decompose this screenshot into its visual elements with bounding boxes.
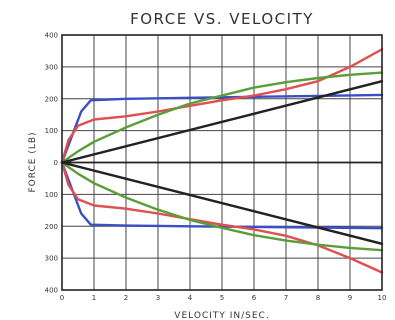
x-tick-label: 9 (348, 294, 352, 302)
series-lines (60, 48, 384, 274)
x-tick-label: 10 (378, 294, 387, 302)
x-axis-label: VELOCITY IN/SEC. (174, 311, 269, 320)
x-tick-label: 8 (316, 294, 320, 302)
x-tick-label: 6 (252, 294, 257, 302)
x-tick-label: 2 (124, 294, 128, 302)
y-tick-label: 200 (45, 95, 58, 103)
x-tick-label: 3 (156, 294, 160, 302)
series-line-7 (60, 79, 384, 164)
x-tick-label: 4 (188, 294, 193, 302)
plot-frame (61, 34, 383, 291)
y-tick-label: 300 (45, 255, 58, 263)
y-axis-label: FORCE (LB) (28, 131, 38, 192)
x-tick-label: 7 (284, 294, 288, 302)
y-tick-label: 0 (54, 159, 58, 167)
chart-title: FORCE VS. VELOCITY (130, 10, 314, 28)
y-tick-label: 400 (45, 287, 58, 295)
x-tick-label: 1 (92, 294, 96, 302)
series-line-8 (60, 161, 384, 246)
y-tick-label: 300 (45, 63, 58, 71)
x-tick-label: 5 (220, 294, 224, 302)
y-tick-label: 200 (45, 223, 58, 231)
series-line-3 (60, 48, 384, 164)
series-line-5 (60, 71, 384, 164)
series-line-6 (60, 161, 384, 252)
y-tick-label: 100 (45, 127, 58, 135)
y-tick-label: 400 (45, 32, 58, 40)
x-tick-label: 0 (60, 294, 64, 302)
y-tick-label: 100 (45, 191, 58, 199)
tick-labels: 0 1 2 3 4 5 6 7 8 9 10 400 300 200 100 0 100 200 300 400 (45, 32, 387, 303)
